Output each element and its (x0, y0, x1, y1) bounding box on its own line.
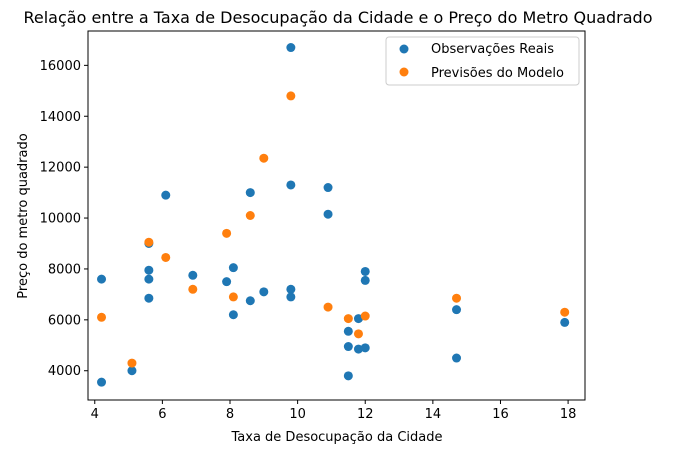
prediction-point (188, 284, 198, 294)
observation-point (286, 292, 296, 302)
prediction-point (228, 292, 238, 302)
prediction-point (360, 311, 370, 321)
observation-point (360, 343, 370, 353)
prediction-point (127, 358, 137, 368)
observation-point (452, 305, 462, 315)
observation-point (343, 342, 353, 352)
y-tick-label: 14000 (40, 110, 81, 125)
observation-point (343, 371, 353, 381)
plot-area (87, 30, 586, 401)
y-tick-label: 8000 (48, 262, 81, 277)
observation-point (560, 317, 570, 327)
observation-point (360, 266, 370, 276)
prediction-point (161, 252, 171, 262)
observation-point (161, 190, 171, 200)
legend-label-observacoes: Observações Reais (431, 42, 554, 57)
observation-point (360, 275, 370, 285)
observation-point (144, 274, 154, 284)
prediction-point (144, 237, 154, 247)
x-tick-label: 4 (91, 407, 99, 422)
observation-point (286, 180, 296, 190)
observation-point (97, 274, 107, 284)
x-tick-label: 8 (226, 407, 234, 422)
observation-point (188, 270, 198, 280)
legend: Observações Reais Previsões do Modelo (385, 36, 580, 86)
prediction-point (259, 153, 269, 163)
x-axis: 4 6 8 10 12 14 16 18 (91, 400, 577, 422)
observation-point (353, 314, 363, 324)
observation-point (452, 353, 462, 363)
y-tick-label: 16000 (40, 59, 81, 74)
observation-point (127, 366, 137, 376)
prediction-point (222, 228, 232, 238)
observation-point (343, 326, 353, 336)
x-tick-label: 10 (289, 407, 306, 422)
observation-point (259, 287, 269, 297)
prediction-point (452, 293, 462, 303)
prediction-point (560, 307, 570, 317)
observation-point (353, 344, 363, 354)
y-tick-label: 6000 (48, 313, 81, 328)
x-tick-label: 18 (560, 407, 577, 422)
observation-point (286, 43, 296, 53)
data-points (97, 43, 570, 387)
legend-marker-previsoes (399, 67, 409, 77)
y-axis-label: Preço do metro quadrado (16, 133, 31, 298)
observation-point (222, 277, 232, 287)
x-axis-label: Taxa de Desocupação da Cidade (231, 430, 443, 445)
x-tick-label: 14 (425, 407, 442, 422)
y-tick-label: 4000 (48, 364, 81, 379)
observation-point (245, 296, 255, 306)
prediction-point (286, 91, 296, 101)
legend-box (385, 36, 580, 86)
legend-label-previsoes: Previsões do Modelo (431, 66, 564, 81)
prediction-point (343, 314, 353, 324)
observation-point (323, 209, 333, 219)
x-tick-label: 16 (492, 407, 509, 422)
chart-title: Relação entre a Taxa de Desocupação da C… (23, 8, 652, 27)
observation-point (228, 310, 238, 320)
observation-point (144, 265, 154, 275)
prediction-point (323, 302, 333, 312)
y-tick-label: 12000 (40, 161, 81, 176)
x-tick-label: 12 (357, 407, 374, 422)
observation-point (286, 284, 296, 294)
prediction-point (97, 312, 107, 322)
x-tick-label: 6 (158, 407, 166, 422)
observation-point (323, 183, 333, 193)
observation-point (228, 263, 238, 273)
prediction-point (353, 329, 363, 339)
prediction-point (245, 211, 255, 220)
y-axis: 4000 6000 8000 10000 12000 14000 16000 (40, 59, 88, 379)
y-tick-label: 10000 (40, 212, 81, 227)
observation-point (97, 377, 107, 387)
observation-point (245, 188, 255, 198)
legend-marker-observacoes (399, 44, 409, 54)
observation-point (144, 293, 154, 303)
